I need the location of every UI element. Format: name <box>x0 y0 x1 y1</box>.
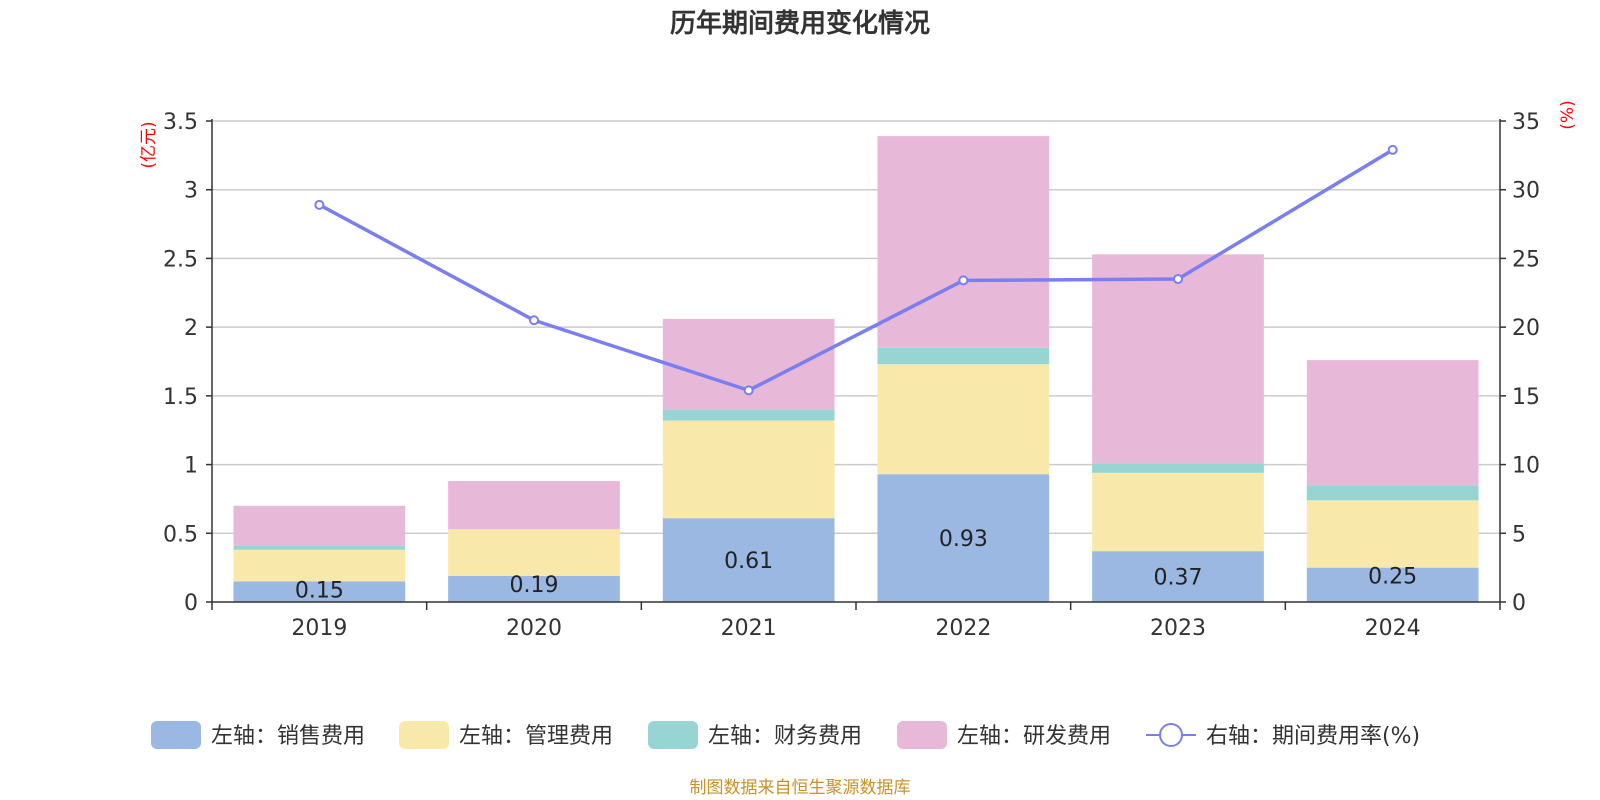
bars <box>233 136 1479 602</box>
legend-label: 左轴：财务费用 <box>708 724 862 749</box>
x-tick-label: 2022 <box>935 616 991 641</box>
left-axis-unit: (亿元) <box>139 121 159 168</box>
rate-line-point <box>743 385 754 396</box>
bar-segment <box>662 409 835 421</box>
right-tick-label: 5 <box>1512 522 1526 547</box>
rate-line-point <box>1387 144 1398 155</box>
legend-swatch <box>399 721 449 749</box>
legend-label: 右轴：期间费用率(%) <box>1206 724 1420 749</box>
x-tick-label: 2020 <box>506 616 562 641</box>
left-tick-label: 2 <box>184 316 198 341</box>
bar-segment <box>448 529 620 576</box>
legend-swatch <box>151 721 201 749</box>
rate-line <box>314 144 1398 396</box>
left-tick-label: 0.5 <box>163 522 198 547</box>
bar-segment <box>233 549 406 582</box>
left-tick-label: 2.5 <box>163 247 198 272</box>
bar-segment <box>662 420 835 519</box>
data-label: 0.19 <box>510 573 559 598</box>
legend-swatch <box>897 721 947 749</box>
left-tick-label: 3.5 <box>163 110 198 135</box>
bar-segment <box>1306 500 1479 568</box>
legend-label: 左轴：管理费用 <box>459 724 613 749</box>
bar-segment <box>1306 567 1479 602</box>
legend: 左轴：销售费用 左轴：管理费用 左轴：财务费用 左轴：研发费用 右轴：期间费用率(%) <box>151 721 1420 749</box>
data-label: 0.93 <box>939 527 988 552</box>
right-tick-label: 30 <box>1512 179 1540 204</box>
rate-line-path <box>318 148 1394 393</box>
bar-segment <box>1306 360 1479 486</box>
left-tick-label: 0 <box>184 591 198 616</box>
bar-labels: 0.15 0.19 0.61 0.93 0.37 0.25 <box>295 527 1417 603</box>
legend-label: 左轴：销售费用 <box>211 724 365 749</box>
bar-segment <box>1092 551 1264 602</box>
legend-marker <box>1159 723 1183 747</box>
x-tick-label: 2019 <box>291 616 347 641</box>
bar-segment <box>662 518 835 602</box>
bar-segment <box>1092 254 1264 464</box>
bar-segment <box>662 318 835 410</box>
right-tick-label: 15 <box>1512 385 1540 410</box>
rate-line-point <box>314 199 325 210</box>
source-note: 制图数据来自恒生聚源数据库 <box>690 778 911 798</box>
right-tick-label: 10 <box>1512 454 1540 479</box>
rate-line-point <box>1173 274 1183 285</box>
axes: 0 0.5 1 1.5 2 2.5 3 3.5 0 5 10 15 20 25 30 35 2019 2020 20… <box>163 110 1540 641</box>
rate-line-point <box>958 275 969 286</box>
data-label: 0.37 <box>1154 566 1203 591</box>
left-tick-label: 3 <box>184 179 198 204</box>
right-tick-label: 20 <box>1512 316 1540 341</box>
right-tick-label: 25 <box>1512 247 1540 272</box>
bar-segment <box>448 481 620 530</box>
grid <box>212 120 1500 535</box>
rate-line-point <box>529 315 539 326</box>
legend-swatch <box>648 721 698 749</box>
x-tick-label: 2024 <box>1365 616 1421 641</box>
right-tick-label: 0 <box>1512 591 1526 616</box>
right-tick-label: 35 <box>1512 110 1540 135</box>
bar-segment <box>448 575 620 602</box>
bar-segment <box>1092 463 1264 473</box>
bar-segment <box>233 581 406 602</box>
bar-segment <box>877 364 1050 475</box>
data-label: 0.61 <box>724 549 773 574</box>
legend-label: 左轴：研发费用 <box>957 724 1111 749</box>
data-label: 0.25 <box>1368 565 1417 590</box>
x-tick-label: 2021 <box>721 616 777 641</box>
bar-segment <box>1306 485 1479 501</box>
bar-segment <box>877 474 1050 602</box>
x-tick-label: 2023 <box>1150 616 1206 641</box>
right-axis-unit: (%) <box>1558 100 1578 129</box>
chart-title: 历年期间费用变化情况 <box>670 8 930 39</box>
bar-segment <box>1092 472 1264 552</box>
bar-segment <box>233 505 406 546</box>
bar-segment <box>233 545 406 550</box>
data-label: 0.15 <box>295 578 344 603</box>
bar-segment <box>877 136 1050 348</box>
left-tick-label: 1 <box>184 454 198 479</box>
left-tick-label: 1.5 <box>163 385 198 410</box>
bar-segment <box>877 347 1050 365</box>
